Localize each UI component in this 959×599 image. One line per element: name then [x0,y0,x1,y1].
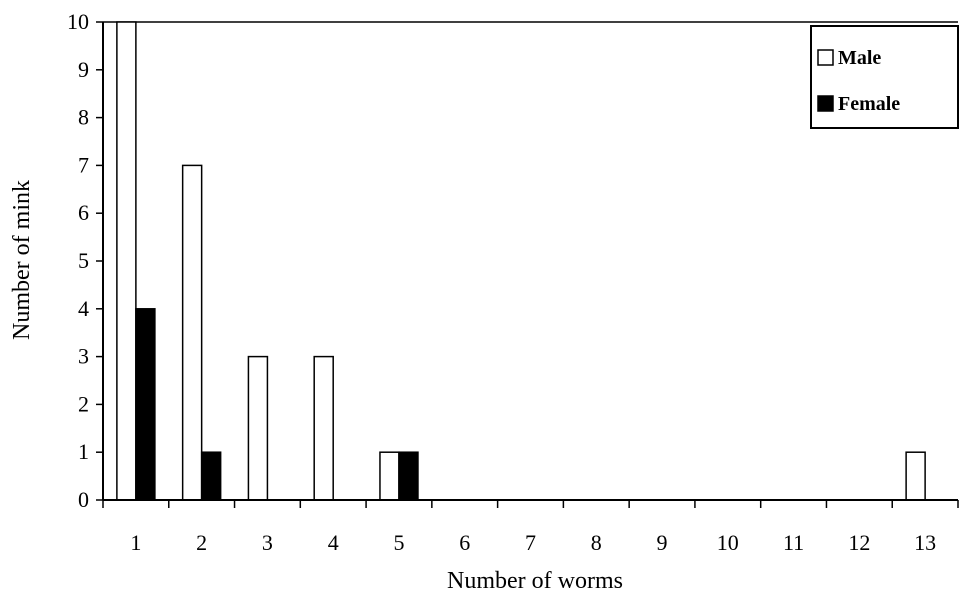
legend: Male Female [810,25,959,129]
y-tick-label-7: 7 [78,152,89,177]
x-tick-label-8: 8 [591,530,602,555]
y-tick-label-1: 1 [78,439,89,464]
x-tick-label-9: 9 [657,530,668,555]
x-tick-label-3: 3 [262,530,273,555]
legend-label-female: Female [838,93,900,115]
y-tick-label-6: 6 [78,200,89,225]
x-tick-label-2: 2 [196,530,207,555]
x-tick-label-11: 11 [783,530,804,555]
y-axis-title: Number of mink [9,180,35,340]
bar-female-5 [398,451,419,501]
y-tick-label-5: 5 [78,248,89,273]
y-tick-label-9: 9 [78,57,89,82]
y-tick-label-8: 8 [78,105,89,130]
legend-swatch-male [817,49,834,66]
x-axis-title: Number of worms [447,568,623,594]
y-tick-label-0: 0 [78,487,89,512]
bars [116,21,926,501]
x-tick-label-1: 1 [130,530,141,555]
y-tick-label-4: 4 [78,296,89,321]
bar-female-1 [135,308,156,501]
x-tick-label-7: 7 [525,530,536,555]
bar-male-5 [379,451,400,501]
y-tick-label-3: 3 [78,344,89,369]
x-tick-label-12: 12 [848,530,870,555]
x-tick-label-10: 10 [717,530,739,555]
x-tick-label-13: 13 [914,530,936,555]
bar-male-2 [181,164,203,501]
legend-swatch-female [817,95,834,112]
x-tick-label-5: 5 [393,530,404,555]
bar-male-1 [116,21,137,501]
bar-male-13 [905,451,926,501]
legend-label-male: Male [838,47,881,69]
x-tick-label-4: 4 [328,530,339,555]
bar-female-2 [200,451,222,501]
legend-box [810,25,959,129]
bar-male-3 [247,355,269,501]
y-tick-label-10: 10 [67,9,89,34]
y-tick-label-2: 2 [78,391,89,416]
bar-male-4 [313,355,334,501]
x-tick-label-6: 6 [459,530,470,555]
